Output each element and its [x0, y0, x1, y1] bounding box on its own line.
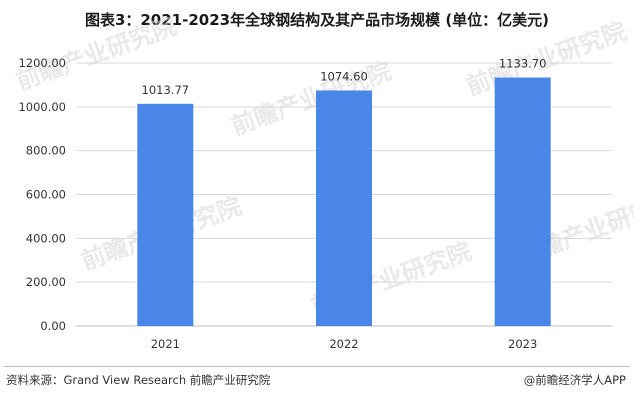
- data-label: 1074.60: [320, 69, 368, 83]
- data-label: 1133.70: [499, 57, 547, 71]
- bar-chart: 前瞻产业研究院前瞻产业研究院前瞻产业研究院前瞻产业研究院前瞻产业研究院前瞻产业研…: [12, 12, 634, 351]
- y-tick-label: 600.00: [26, 188, 66, 202]
- source-note: 资料来源：Grand View Research 前瞻产业研究院: [6, 373, 271, 387]
- bar: [137, 103, 194, 327]
- y-tick-label: 1000.00: [18, 100, 66, 114]
- bar: [494, 77, 551, 326]
- y-tick-label: 800.00: [26, 144, 66, 158]
- bar: [316, 90, 372, 327]
- x-tick-label: 2022: [329, 337, 358, 351]
- footer-divider: [4, 366, 630, 367]
- bars: [137, 77, 551, 327]
- y-tick-label: 0.00: [40, 319, 66, 333]
- chart-title: 图表3：2021-2023年全球钢结构及其产品市场规模 (单位：亿美元): [84, 11, 550, 29]
- y-axis-ticks: 0.00 200.00 400.00 600.00 800.00 1000.00 1200.…: [18, 56, 66, 333]
- data-label: 1013.77: [142, 83, 190, 97]
- brand-credit: @前瞻经济学人APP: [523, 373, 626, 387]
- x-axis-ticks: 2021 2022 2023: [151, 337, 538, 351]
- y-tick-label: 200.00: [26, 275, 66, 289]
- y-tick-label: 1200.00: [18, 56, 66, 70]
- x-tick-label: 2021: [151, 337, 180, 351]
- y-tick-label: 400.00: [26, 231, 66, 245]
- x-tick-label: 2023: [508, 337, 537, 351]
- data-labels: 1013.77 1074.60 1133.70: [142, 57, 547, 97]
